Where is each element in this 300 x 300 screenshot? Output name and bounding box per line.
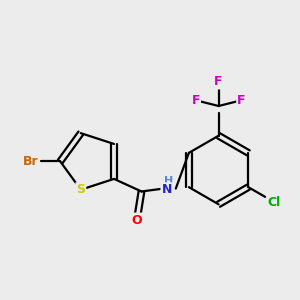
Text: F: F (214, 76, 223, 88)
Text: O: O (132, 214, 142, 226)
Text: Cl: Cl (267, 196, 281, 208)
Text: H: H (164, 176, 173, 186)
Text: S: S (76, 183, 85, 196)
Text: F: F (191, 94, 200, 107)
Text: N: N (161, 183, 172, 196)
Text: F: F (237, 94, 246, 107)
Text: Br: Br (23, 155, 38, 168)
